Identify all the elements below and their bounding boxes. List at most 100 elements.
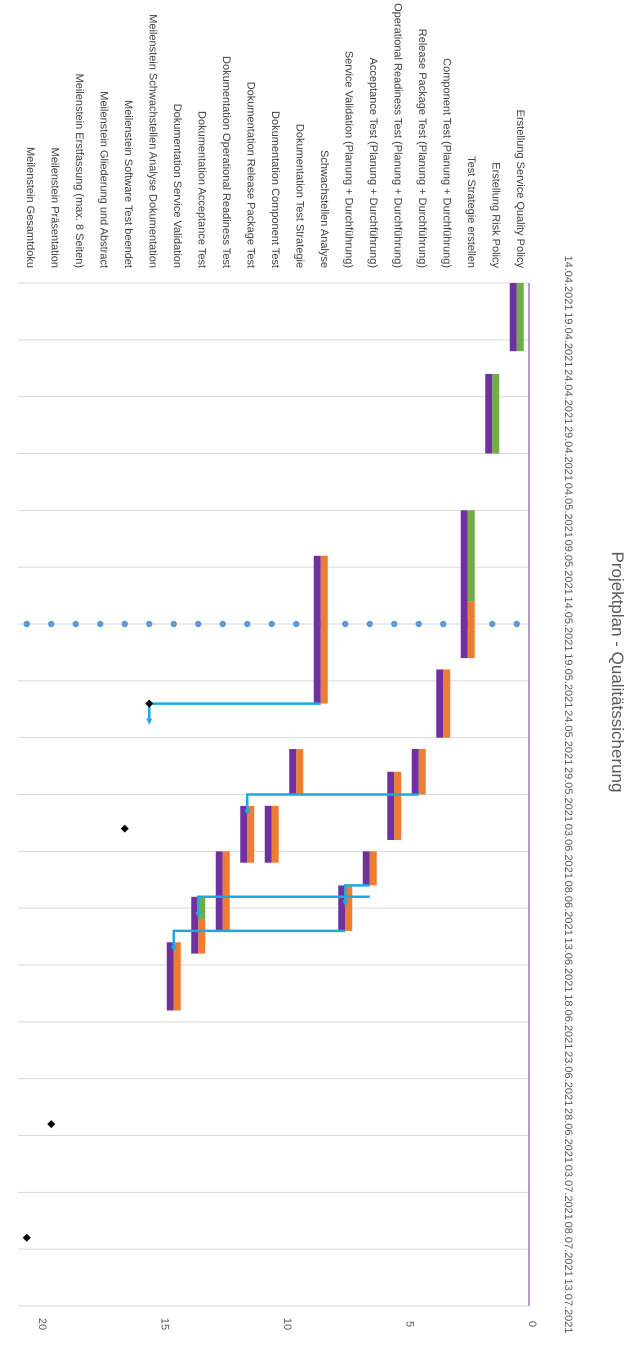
task-bar-remaining xyxy=(247,805,255,863)
date-tick-label: 09.05.2021 xyxy=(562,540,574,595)
status-dot xyxy=(513,620,520,628)
date-tick-label: 14.05.2021 xyxy=(562,596,574,651)
status-dot xyxy=(170,620,177,628)
category-label: Dokumentation Operational Readiness Test xyxy=(220,56,232,268)
date-tick-label: 08.06.2021 xyxy=(562,881,574,936)
status-dot xyxy=(23,620,30,628)
date-tick-label: 03.06.2021 xyxy=(562,824,574,879)
date-tick-label: 28.06.2021 xyxy=(562,1108,574,1163)
task-bar-done xyxy=(492,373,500,454)
category-label: Schwachstellen Analyse xyxy=(318,150,330,268)
category-label: Acceptance Test (Planung + Durchführung) xyxy=(367,58,379,268)
date-tick-label: 13.07.2021 xyxy=(562,1278,574,1333)
task-bar-plan xyxy=(436,669,444,738)
milestone-diamond xyxy=(145,699,154,708)
status-dot xyxy=(97,620,104,628)
status-dot xyxy=(342,620,349,628)
dependency-arrow xyxy=(170,929,346,952)
status-dot xyxy=(440,620,447,628)
task-bar-plan xyxy=(191,896,199,954)
date-tick-label: 24.04.2021 xyxy=(562,369,574,424)
value-tick-label: 10 xyxy=(281,1318,293,1330)
task-bar-plan xyxy=(387,771,395,840)
task-bar-plan xyxy=(485,373,493,454)
status-dot xyxy=(268,620,275,628)
task-bar-remaining xyxy=(222,851,230,931)
category-label: Dokumentation Test Strategie xyxy=(293,124,305,268)
task-bars xyxy=(166,283,524,1011)
category-label: Erstellung Service Quality Policy xyxy=(514,110,526,269)
status-dot xyxy=(195,620,202,628)
task-bar-remaining xyxy=(198,919,206,954)
milestone-diamond xyxy=(22,1233,31,1242)
task-bar-plan xyxy=(460,510,468,659)
category-label: Erstellung Risk Policy xyxy=(489,162,501,268)
category-label: Meilenstein Gesamtdoku xyxy=(24,147,36,268)
milestone-diamond xyxy=(47,1120,56,1129)
category-label: Meilenstein Gliederung und Abstract xyxy=(97,91,109,268)
status-dot xyxy=(366,620,373,628)
category-label: Dokumentation Acceptance Test xyxy=(195,111,207,268)
value-tick-label: 0 xyxy=(526,1321,538,1327)
date-tick-label: 29.04.2021 xyxy=(562,426,574,481)
category-label: Meilenstein Schwachstellen Analyse Dokum… xyxy=(146,14,158,268)
gridlines xyxy=(18,282,529,1307)
category-labels: Erstellung Service Quality Policy Erstell… xyxy=(24,3,526,268)
task-bar-plan xyxy=(509,283,517,352)
milestones xyxy=(22,699,154,1242)
dependency-arrow xyxy=(195,895,370,918)
date-tick-label: 23.06.2021 xyxy=(562,1051,574,1106)
status-dot xyxy=(72,620,79,628)
date-tick-label: 18.06.2021 xyxy=(562,994,574,1049)
date-tick-label: 13.06.2021 xyxy=(562,937,574,992)
task-bar-plan xyxy=(166,942,174,1011)
date-tick-label: 04.05.2021 xyxy=(562,483,574,538)
task-bar-plan xyxy=(338,885,346,931)
task-bar-remaining xyxy=(296,749,304,795)
value-tick-label: 15 xyxy=(159,1318,171,1330)
task-bar-remaining xyxy=(443,669,451,738)
task-bar-plan xyxy=(289,749,297,795)
task-bar-remaining xyxy=(173,942,181,1011)
task-bar-remaining xyxy=(320,555,328,704)
category-label: Component Test (Planung + Durchführung) xyxy=(440,58,452,268)
task-bar-done xyxy=(516,283,524,352)
status-dot xyxy=(415,620,422,628)
task-bar-remaining xyxy=(271,805,279,863)
status-dot xyxy=(219,620,226,628)
status-dot xyxy=(293,620,300,628)
date-tick-label: 24.05.2021 xyxy=(562,710,574,765)
category-label: Dokumentation Service Validation xyxy=(171,104,183,268)
task-bar-remaining xyxy=(394,771,402,840)
task-bar-remaining xyxy=(345,885,353,931)
status-dot xyxy=(391,620,398,628)
task-bar-plan xyxy=(264,805,272,863)
milestone-diamond xyxy=(120,824,129,833)
category-label: Operational Readiness Test (Planung + Du… xyxy=(391,3,403,268)
status-dot xyxy=(244,620,251,628)
category-label: Test Strategie erstellen xyxy=(465,156,477,268)
value-tick-label: 20 xyxy=(36,1318,48,1330)
dependency-arrow xyxy=(244,793,419,816)
category-label: Meilenstein Erstfassung (max. 8 Seiten) xyxy=(73,74,85,268)
category-label: Release Package Test (Planung + Durchfüh… xyxy=(416,29,428,268)
date-tick-label: 19.05.2021 xyxy=(562,653,574,708)
date-tick-label: 08.07.2021 xyxy=(562,1222,574,1277)
date-tick-label: 14.04.2021 xyxy=(562,255,574,310)
task-bar-done xyxy=(467,510,475,602)
status-dot xyxy=(121,620,128,628)
category-label: Meilenstein Software Test beendet xyxy=(122,100,134,268)
dependency-arrows xyxy=(146,702,419,952)
category-label: Service Validation (Planung + Durchführu… xyxy=(342,51,354,268)
category-label: Dokumentation Component Test xyxy=(269,111,281,268)
task-bar-remaining xyxy=(369,851,377,886)
task-bar-plan xyxy=(313,555,321,704)
chart-title: Projektplan - Qualitätssicherung xyxy=(608,552,627,793)
category-label: Meilenstein Präsentation xyxy=(48,148,60,268)
task-bar-remaining xyxy=(418,749,426,795)
category-label: Dokumentation Release Package Test xyxy=(244,82,256,268)
date-tick-label: 03.07.2021 xyxy=(562,1165,574,1220)
status-dot xyxy=(489,620,496,628)
date-tick-label: 19.04.2021 xyxy=(562,312,574,367)
